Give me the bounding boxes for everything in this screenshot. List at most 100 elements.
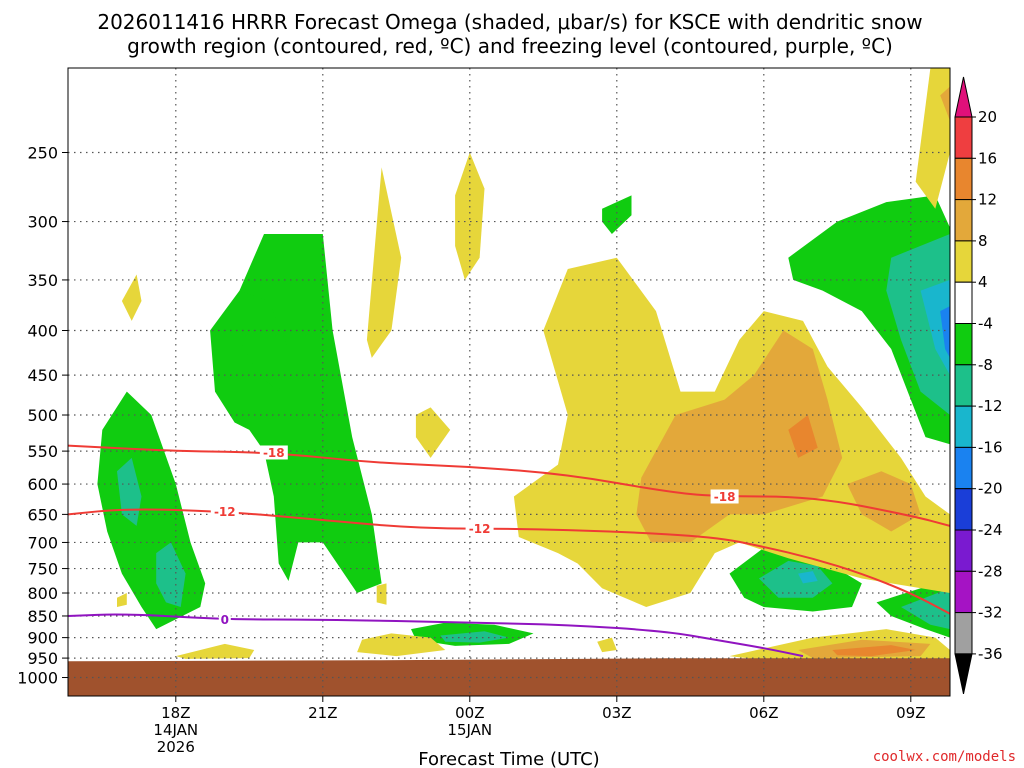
contour-label-bg-1 [710,489,739,504]
colorbar-band-4 [954,281,973,325]
colorbar-band-8 [954,446,973,490]
omega-region-28 [847,471,921,532]
ground-area [68,658,950,696]
y-tick-label-450: 450 [27,366,58,385]
y-tick-label-900: 900 [27,629,58,648]
omega-region-4 [239,290,289,392]
contour-label-bg-0 [259,445,288,460]
colorbar-band-10 [954,529,973,572]
y-tick-label-300: 300 [27,213,58,232]
colorbar-band-11 [954,570,973,614]
omega-region-27 [636,330,843,543]
omega-region-13 [758,560,833,598]
omega-region-11 [940,306,950,358]
y-tick-label-250: 250 [27,144,58,163]
contour-label-bg-2 [210,504,239,519]
x-tick-label-18Z-2: 2026 [157,738,195,756]
colorbar-label-4: 4 [978,273,988,291]
x-tick-label-18Z-0: 18Z [161,704,190,722]
omega-region-24 [376,583,387,605]
omega-region-2 [156,542,186,607]
colorbar-label-3: 8 [978,232,988,250]
omega-region-3 [210,234,382,593]
colorbar-label-9: -20 [978,480,1003,498]
contour-label-3: -12 [469,522,491,536]
omega-region-25 [597,637,617,653]
y-tick-label-850: 850 [27,607,58,626]
y-tick-label-1000: 1000 [17,669,58,688]
colorbar-label-8: -16 [978,438,1003,456]
x-tick-label-03Z-0: 03Z [602,704,631,722]
temperature-contours [68,444,950,658]
colorbar-band-6 [954,364,973,407]
colorbar-label-7: -12 [978,397,1003,415]
y-tick-label-600: 600 [27,475,58,494]
contour-label-1: -18 [714,490,736,504]
x-axis-label: Forecast Time (UTC) [418,749,599,768]
colorbar-label-12: -32 [978,604,1003,622]
contour-line-1 [68,508,950,615]
colorbar-band-7 [954,405,973,448]
title-line-1: 2026011416 HRRR Forecast Omega (shaded, … [97,10,922,34]
contour-line-0 [68,444,950,527]
omega-region-19 [175,643,255,659]
colorbar-band-12 [954,612,973,655]
omega-region-23 [415,407,451,458]
omega-shading [97,68,950,661]
title-line-2: growth region (contoured, red, ºC) and f… [127,34,893,58]
colorbar-label-11: -28 [978,562,1003,580]
y-tick-label-750: 750 [27,560,58,579]
plot-frame [67,67,951,697]
x-tick-label-00Z-1: 15JAN [447,721,492,739]
y-tick-label-550: 550 [27,442,58,461]
colorbar-label-13: -36 [978,645,1003,663]
omega-region-14 [798,571,818,584]
omega-region-29 [788,415,818,458]
x-tick-label-18Z-1: 14JAN [153,721,198,739]
colorbar-over-arrow [954,76,973,118]
y-tick-label-950: 950 [27,649,58,668]
colorbar-band-1 [954,157,973,201]
colorbar-label-1: 16 [978,149,997,167]
omega-region-17 [121,274,142,321]
omega-region-18 [117,593,127,607]
omega-region-16 [901,588,950,630]
contour-label-bg-4 [218,612,231,627]
contour-labels: -18 -18 -12 -12 0 [210,445,739,627]
omega-region-7 [602,195,632,234]
omega-region-34 [940,86,950,121]
colorbar-label-5: -4 [978,315,993,333]
colorbar-label-0: 20 [978,108,997,126]
colorbar-band-9 [954,488,973,531]
colorbar-band-3 [954,240,973,283]
chart-title: 2026011416 HRRR Forecast Omega (shaded, … [97,10,922,58]
colorbar-band-5 [954,323,973,366]
omega-region-6 [440,631,509,643]
omega-region-33 [915,68,950,209]
grid-lines [68,68,950,696]
contour-label-4: 0 [221,613,229,627]
omega-region-32 [832,645,916,657]
y-axis: 250 300 350 400 450 500 550 600 650 700 750 800 850 9… [17,144,68,688]
y-tick-label-500: 500 [27,406,58,425]
contour-label-0: -18 [263,446,285,460]
colorbar-under-arrow [954,653,973,695]
colorbar-label-6: -8 [978,356,993,374]
colorbar-band-2 [954,199,973,242]
omega-region-20 [357,633,446,657]
ground-fill [68,658,950,696]
colorbar-band-0 [954,116,973,159]
omega-region-9 [886,234,950,415]
y-tick-label-700: 700 [27,533,58,552]
omega-region-21 [366,167,402,358]
contour-label-bg-3 [465,521,494,536]
y-tick-label-400: 400 [27,322,58,341]
credit-text: coolwx.com/models [873,749,1016,765]
contour-label-2: -12 [214,505,236,519]
y-tick-label-650: 650 [27,505,58,524]
colorbar-label-2: 12 [978,191,997,209]
contour-line-2 [68,613,804,658]
y-tick-label-800: 800 [27,584,58,603]
